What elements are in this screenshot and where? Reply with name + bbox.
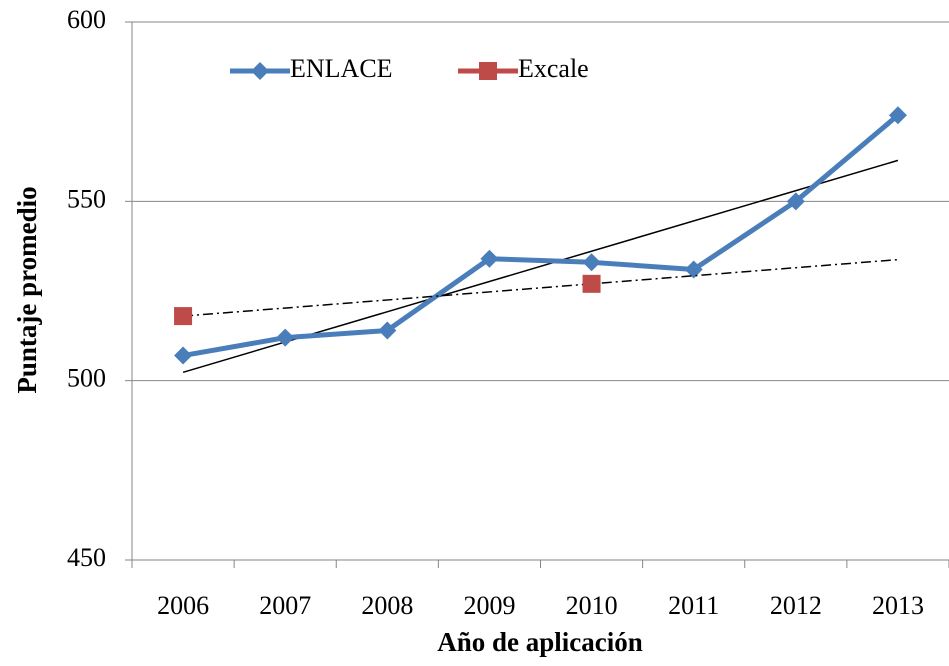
- x-tick-label: 2011: [668, 591, 719, 620]
- x-tick-label: 2010: [566, 591, 618, 620]
- trendline: [183, 258, 898, 317]
- x-tick-label: 2013: [872, 591, 924, 620]
- marker: [582, 253, 601, 272]
- marker: [174, 307, 193, 326]
- x-tick-label: 2006: [157, 591, 209, 620]
- y-tick-label: 550: [67, 184, 106, 213]
- marker: [684, 260, 703, 279]
- y-tick-label: 450: [67, 543, 106, 572]
- series-line: [182, 113, 900, 359]
- y-tick-label: 500: [67, 364, 106, 393]
- x-axis-title: Año de aplicación: [437, 627, 643, 657]
- x-tick-label: 2012: [770, 591, 822, 620]
- legend-label: Excale: [518, 54, 589, 83]
- marker: [378, 321, 397, 340]
- marker: [888, 106, 907, 125]
- y-tick-label: 600: [67, 5, 106, 34]
- legend-label: ENLACE: [290, 54, 393, 83]
- x-tick-label: 2008: [361, 591, 413, 620]
- marker: [174, 346, 193, 365]
- x-tick-label: 2007: [259, 591, 311, 620]
- marker: [582, 274, 601, 293]
- marker: [251, 62, 269, 80]
- marker: [276, 328, 295, 347]
- y-axis-title: Puntaje promedio: [12, 186, 42, 393]
- marker: [479, 62, 497, 80]
- marker: [786, 192, 805, 211]
- marker: [480, 249, 499, 268]
- x-tick-label: 2009: [463, 591, 515, 620]
